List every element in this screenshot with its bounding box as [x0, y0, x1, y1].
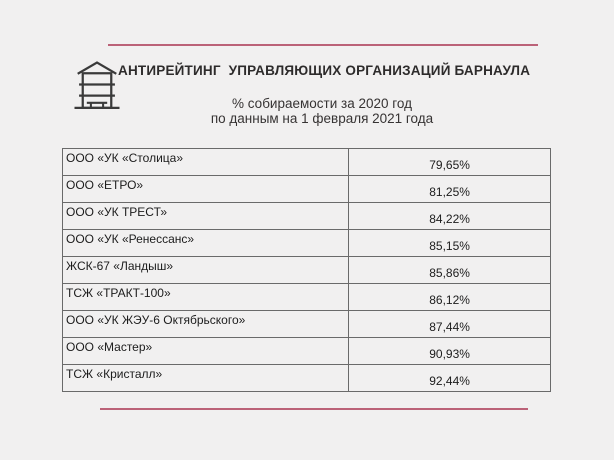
table-row: ООО «Мастер» 90,93%: [61, 337, 551, 365]
organization-name-cell: ТСЖ «Кристалл»: [61, 364, 350, 392]
organization-name-cell: ООО «УК ЖЭУ-6 Октябрьского»: [61, 310, 350, 338]
subtitle: % собираемости за 2020 год по данным на …: [107, 96, 537, 126]
bottom-divider-line: [100, 408, 528, 410]
subtitle-line-1: % собираемости за 2020 год: [232, 96, 412, 111]
collection-percent-cell: 85,15%: [348, 229, 551, 257]
building-icon: [74, 59, 120, 114]
collection-percent-cell: 84,22%: [348, 202, 551, 230]
organization-name-cell: ТСЖ «ТРАКТ-100»: [61, 283, 350, 311]
table-row: ЖСК-67 «Ландыш» 85,86%: [61, 256, 551, 284]
organization-name-cell: ООО «УК «Ренессанс»: [61, 229, 350, 257]
table-row: ООО «УК «Столица» 79,65%: [61, 148, 551, 176]
table-row: ТСЖ «Кристалл» 92,44%: [61, 364, 551, 392]
subtitle-line-2: по данным на 1 февраля 2021 года: [210, 111, 434, 126]
collection-percent-cell: 92,44%: [348, 364, 551, 392]
table-row: ООО «УК «Ренессанс» 85,15%: [61, 229, 551, 257]
organization-name-cell: ООО «УК ТРЕСТ»: [61, 202, 350, 230]
collection-percent-cell: 87,44%: [348, 310, 551, 338]
collection-percent-cell: 85,86%: [348, 256, 551, 284]
organization-name-cell: ЖСК-67 «Ландыш»: [61, 256, 350, 284]
table-row: ТСЖ «ТРАКТ-100» 86,12%: [61, 283, 551, 311]
rating-table: ООО «УК «Столица» 79,65% ООО «ЕТРО» 81,25% О…: [61, 148, 551, 392]
table-row: ООО «УК ТРЕСТ» 84,22%: [61, 202, 551, 230]
collection-percent-cell: 86,12%: [348, 283, 551, 311]
table-row: ООО «ЕТРО» 81,25%: [61, 175, 551, 203]
organization-name-cell: ООО «ЕТРО»: [61, 175, 350, 203]
collection-percent-cell: 81,25%: [348, 175, 551, 203]
page-title: АНТИРЕЙТИНГ УПРАВЛЯЮЩИХ ОРГАНИЗАЦИЙ БАРН…: [118, 63, 531, 78]
collection-percent-cell: 90,93%: [348, 337, 551, 365]
collection-percent-cell: 79,65%: [348, 148, 551, 176]
top-divider-line: [108, 44, 538, 46]
organization-name-cell: ООО «Мастер»: [61, 337, 350, 365]
table-row: ООО «УК ЖЭУ-6 Октябрьского» 87,44%: [61, 310, 551, 338]
organization-name-cell: ООО «УК «Столица»: [61, 148, 350, 176]
